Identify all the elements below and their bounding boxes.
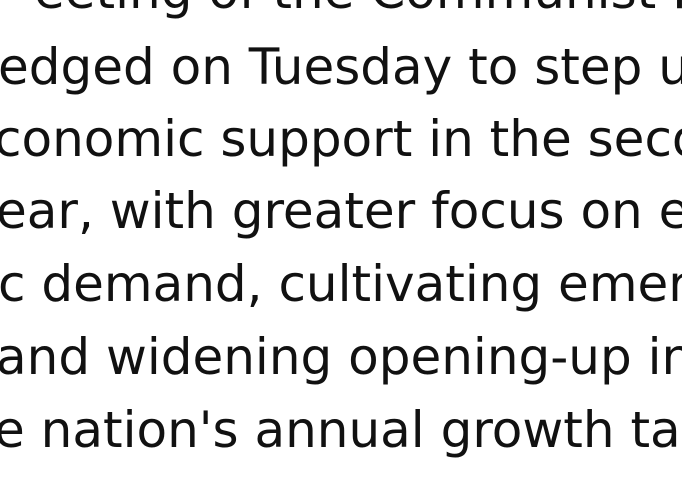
text-line-7: e nation's annual growth targ <box>0 401 682 459</box>
text-line-3: conomic support in the seco <box>0 110 682 168</box>
text-line-6: and widening opening-up in <box>0 328 682 386</box>
text-line-1: eeting of the Communist Pa <box>34 0 682 16</box>
text-line-2: edged on Tuesday to step u <box>0 38 682 96</box>
text-line-4: ear, with greater focus on ex <box>0 182 682 240</box>
text-line-5: c demand, cultivating emerg <box>0 255 682 313</box>
